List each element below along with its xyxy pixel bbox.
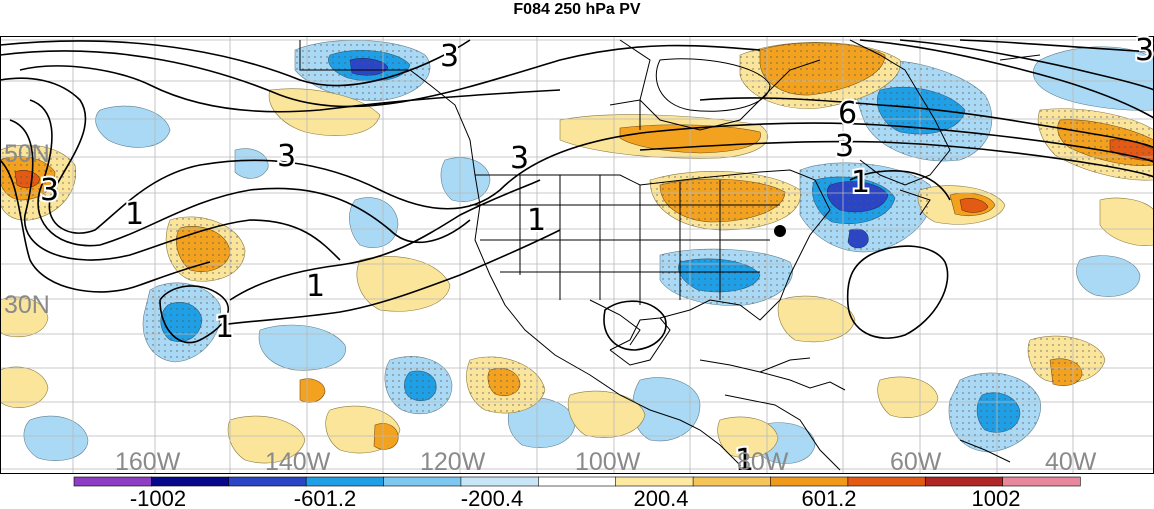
lon-label-120w: 120W <box>420 448 486 476</box>
contour-label: 1 <box>125 197 144 232</box>
station-marker-icon <box>774 225 786 237</box>
contour-label: 1 <box>215 310 234 345</box>
contour-label: 3 <box>1135 33 1154 68</box>
contour-label: 1 <box>306 269 325 304</box>
contour-label: 3 <box>835 129 854 164</box>
contour-label: 6 <box>838 96 857 131</box>
graticule <box>0 36 1154 474</box>
contour-label-group: 3 3 3 3 3 6 1 1 1 1 1 3 1 <box>38 31 1154 480</box>
colorbar-swatch <box>924 476 1004 487</box>
colorbar-swatch <box>847 476 926 487</box>
coastlines <box>299 39 1041 471</box>
lon-label-140w: 140W <box>265 448 331 476</box>
lon-label-40w: 40W <box>1045 448 1097 476</box>
colorbar-label: -1002 <box>130 486 186 509</box>
lat-label-30n: 30N <box>4 291 50 319</box>
lon-label-80w: 80W <box>737 448 789 476</box>
contour-label: 1 <box>851 165 870 200</box>
colorbar-swatch <box>460 476 539 487</box>
contour-label: 1 <box>527 203 546 238</box>
contour-label: 3 <box>40 173 59 208</box>
lat-label-50n: 50N <box>4 140 50 168</box>
lon-label-60w: 60W <box>890 448 942 476</box>
colorbar <box>73 476 1081 487</box>
colorbar-swatch <box>615 476 694 487</box>
colorbar-swatch <box>151 476 230 487</box>
latitude-labels: 50N 30N <box>4 140 50 319</box>
colorbar-swatch <box>228 476 307 487</box>
colorbar-label: 601.2 <box>801 486 856 509</box>
colorbar-label: 200.4 <box>633 486 688 509</box>
colorbar-swatch <box>770 476 849 487</box>
stipple-overlay <box>0 40 1154 452</box>
colorbar-swatch <box>73 476 152 487</box>
colorbar-label: -601.2 <box>294 486 356 509</box>
contour-label: 3 <box>277 139 296 174</box>
colorbar-swatch <box>538 476 617 487</box>
colorbar-swatch <box>305 476 385 487</box>
colorbar-label: 1002 <box>972 486 1021 509</box>
colorbar-label: -200.4 <box>461 486 523 509</box>
contour-label: 1 <box>735 443 754 478</box>
pv-contours <box>0 39 1154 351</box>
contour-label: 3 <box>510 141 529 176</box>
colorbar-labels: -1002 -601.2 -200.4 200.4 601.2 1002 <box>130 486 1021 509</box>
map-title: F084 250 hPa PV <box>513 1 641 18</box>
lon-label-160w: 160W <box>115 448 181 476</box>
longitude-labels: 160W 140W 120W 100W 80W 60W 40W <box>115 448 1097 476</box>
colorbar-swatch <box>1002 476 1081 487</box>
lon-label-100w: 100W <box>575 448 641 476</box>
contour-label: 3 <box>440 39 459 74</box>
colorbar-swatch <box>692 476 772 487</box>
colorbar-swatch <box>383 476 462 487</box>
